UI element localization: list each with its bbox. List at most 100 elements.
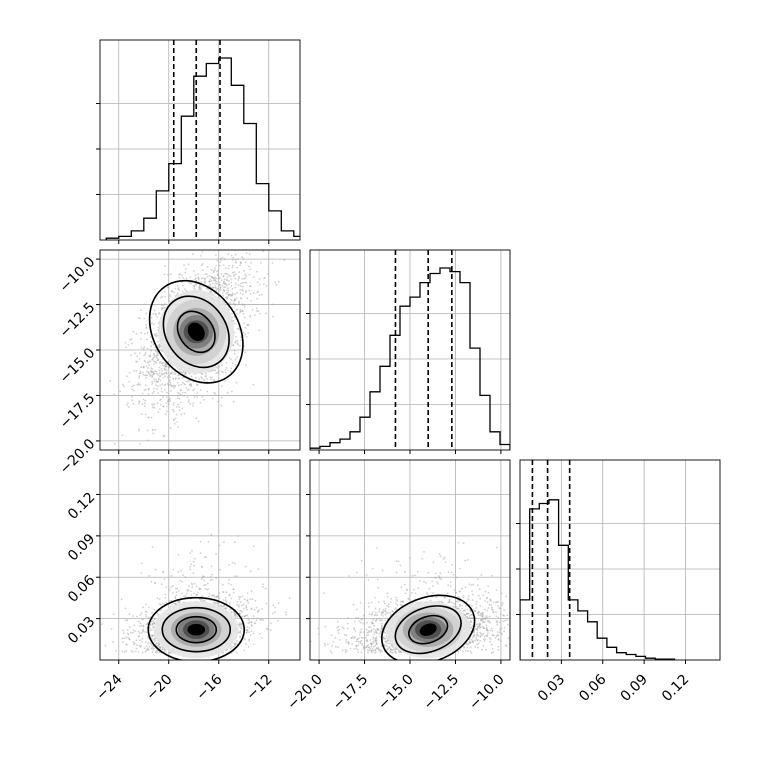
scatter-point — [233, 274, 235, 276]
scatter-point — [231, 646, 233, 648]
scatter-point — [230, 299, 232, 301]
scatter-point — [248, 619, 250, 621]
scatter-point — [159, 367, 161, 369]
scatter-point — [167, 403, 169, 405]
scatter-point — [181, 581, 183, 583]
scatter-point — [223, 286, 225, 288]
scatter-point — [232, 257, 234, 259]
scatter-point — [161, 383, 163, 385]
scatter-point — [201, 578, 203, 580]
scatter-point — [194, 279, 196, 281]
scatter-point — [350, 648, 352, 650]
scatter-point — [214, 596, 216, 598]
scatter-point — [144, 346, 146, 348]
scatter-point — [221, 405, 223, 407]
scatter-point — [246, 626, 248, 628]
scatter-point — [243, 332, 245, 334]
scatter-point — [217, 274, 219, 276]
scatter-point — [164, 578, 166, 580]
scatter-point — [211, 287, 213, 289]
scatter-point — [186, 381, 188, 383]
scatter-point — [155, 314, 157, 316]
scatter-point — [201, 566, 203, 568]
scatter-point — [168, 298, 170, 300]
scatter-point — [122, 630, 124, 632]
scatter-point — [272, 304, 274, 306]
scatter-point — [140, 372, 142, 374]
scatter-point — [236, 575, 238, 577]
scatter-point — [133, 643, 135, 645]
scatter-point — [154, 407, 156, 409]
scatter-point — [151, 648, 153, 650]
scatter-point — [194, 396, 196, 398]
scatter-point — [277, 620, 279, 622]
scatter-point — [338, 632, 340, 634]
scatter-point — [248, 265, 250, 267]
scatter-point — [235, 341, 237, 343]
scatter-point — [170, 382, 172, 384]
scatter-point — [463, 542, 465, 544]
scatter-point — [251, 630, 253, 632]
scatter-point — [179, 277, 181, 279]
scatter-point — [189, 566, 191, 568]
scatter-point — [157, 341, 159, 343]
scatter-point — [165, 366, 167, 368]
scatter-point — [142, 652, 144, 654]
scatter-point — [164, 597, 166, 599]
scatter-point — [250, 293, 252, 295]
scatter-point — [164, 389, 166, 391]
scatter-point — [131, 396, 133, 398]
scatter-point — [261, 294, 263, 296]
scatter-point — [265, 312, 267, 314]
scatter-point — [221, 285, 223, 287]
scatter-point — [190, 384, 192, 386]
scatter-point — [256, 310, 258, 312]
scatter-point — [385, 620, 387, 622]
scatter-point — [211, 280, 213, 282]
scatter-point — [210, 576, 212, 578]
scatter-point — [162, 304, 164, 306]
scatter-point — [246, 629, 248, 631]
scatter-point — [202, 373, 204, 375]
scatter-point — [142, 372, 144, 374]
scatter-point — [253, 615, 255, 617]
scatter-point — [256, 607, 258, 609]
scatter-point — [234, 575, 236, 577]
scatter-point — [237, 258, 239, 260]
scatter-point — [167, 274, 169, 276]
scatter-point — [227, 273, 229, 275]
scatter-point — [360, 602, 362, 604]
scatter-point — [132, 632, 134, 634]
scatter-point — [234, 287, 236, 289]
scatter-point — [242, 616, 244, 618]
scatter-point — [165, 594, 167, 596]
scatter-point — [208, 596, 210, 598]
scatter-point — [177, 292, 179, 294]
scatter-point — [203, 576, 205, 578]
scatter-point — [463, 595, 465, 597]
scatter-point — [215, 254, 217, 256]
scatter-point — [176, 591, 178, 593]
scatter-point — [147, 430, 149, 432]
scatter-point — [492, 630, 494, 632]
scatter-point — [131, 388, 133, 390]
scatter-point — [232, 265, 234, 267]
scatter-point — [235, 273, 237, 275]
scatter-point — [210, 534, 212, 536]
scatter-point — [257, 617, 259, 619]
scatter-point — [141, 632, 143, 634]
scatter-point — [233, 646, 235, 648]
scatter-point — [257, 610, 259, 612]
scatter-point — [230, 370, 232, 372]
scatter-point — [219, 284, 221, 286]
scatter-point — [382, 615, 384, 617]
scatter-point — [170, 427, 172, 429]
scatter-point — [260, 262, 262, 264]
scatter-point — [226, 298, 228, 300]
scatter-point — [202, 263, 204, 265]
scatter-point — [231, 313, 233, 315]
scatter-point — [219, 569, 221, 571]
scatter-point — [177, 404, 179, 406]
scatter-point — [250, 262, 252, 264]
scatter-point — [228, 265, 230, 267]
